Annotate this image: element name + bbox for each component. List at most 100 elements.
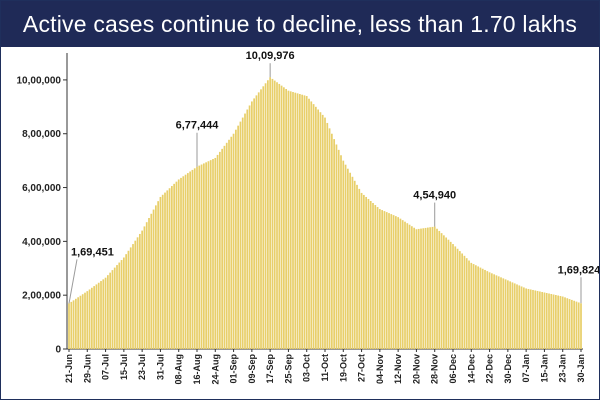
bar [170,186,173,349]
bar [561,296,564,349]
bar [570,299,573,349]
bar [84,292,86,349]
bar [228,139,230,349]
bar [488,272,491,349]
annotation-label: 1,69,824 [558,264,599,276]
bar [250,101,253,349]
bar [296,93,299,349]
bar [95,284,98,349]
bar [438,230,441,349]
bar [77,297,80,349]
x-tick-label: 31-Jul [155,354,165,380]
bar [198,165,201,349]
bar [314,106,317,349]
bar [484,269,486,349]
bar [333,139,336,349]
bar [454,246,457,349]
bar [159,196,162,349]
bar [255,95,258,349]
bar [554,295,557,349]
bar [182,176,185,349]
bar [410,226,413,349]
bar [472,264,475,349]
bar [196,166,198,349]
bar [360,192,363,349]
x-tick-label: 04-Nov [375,354,385,384]
bar [497,276,500,349]
bar [141,230,144,349]
bar [184,174,187,349]
bar [138,233,141,349]
x-tick-label: 19-Oct [338,354,348,382]
bar [134,240,137,349]
bar [458,251,461,349]
bar [234,129,237,349]
bar [132,244,134,349]
x-tick-label: 07-Jan [521,354,531,383]
bar [468,260,470,349]
bar [282,87,285,349]
bar [465,258,468,349]
bar [86,291,89,349]
bar [271,78,274,349]
title-banner: Active cases continue to decline, less t… [1,1,599,47]
x-tick-label: 08-Aug [174,354,184,385]
x-tick-label: 30-Jan [576,354,586,383]
bar [536,290,539,349]
x-tick-label: 23-Jan [558,354,568,383]
bar [193,168,196,349]
bar [189,171,192,349]
bar [394,216,397,349]
bar [509,281,512,349]
bar [513,283,516,349]
bar [241,117,244,349]
bar [550,294,553,349]
bar [415,229,418,349]
bar [362,194,365,349]
bar [522,287,525,349]
x-tick-label: 15-Jan [539,354,549,383]
bar [109,272,112,349]
bar [342,160,345,349]
bar [534,290,537,349]
y-tick-label: 10,00,000 [17,75,62,86]
x-tick-label: 27-Oct [357,354,367,382]
bar [543,292,546,349]
bar [74,298,77,349]
bar [538,291,541,349]
bar [173,183,176,349]
bar [90,287,93,349]
bar [72,300,75,349]
bar [292,92,294,349]
bar [520,286,523,349]
bar [100,281,102,349]
bar [525,288,528,349]
bar [253,98,256,349]
bar [490,273,493,349]
bar [328,128,331,349]
bar [218,151,221,349]
x-tick-label: 24-Aug [210,354,220,385]
bar [202,163,205,349]
page-title: Active cases continue to decline, less t… [22,11,578,37]
x-tick-label: 20-Nov [411,354,421,384]
bar [207,161,210,349]
bar [356,184,358,349]
bar [511,282,514,349]
bar [557,295,560,349]
bar [442,235,445,349]
bar [401,220,404,349]
bar [580,303,582,349]
bar [145,222,148,349]
bar [97,282,100,349]
x-tick-label: 29-Jun [82,354,92,383]
bar [232,133,235,349]
bar [278,83,281,349]
bar [276,82,278,349]
bar [262,86,265,350]
bar [106,275,109,349]
y-tick-label: 6,00,000 [22,183,61,194]
bar [369,201,372,349]
bar [541,291,544,349]
x-tick-label: 09-Sep [247,353,257,383]
